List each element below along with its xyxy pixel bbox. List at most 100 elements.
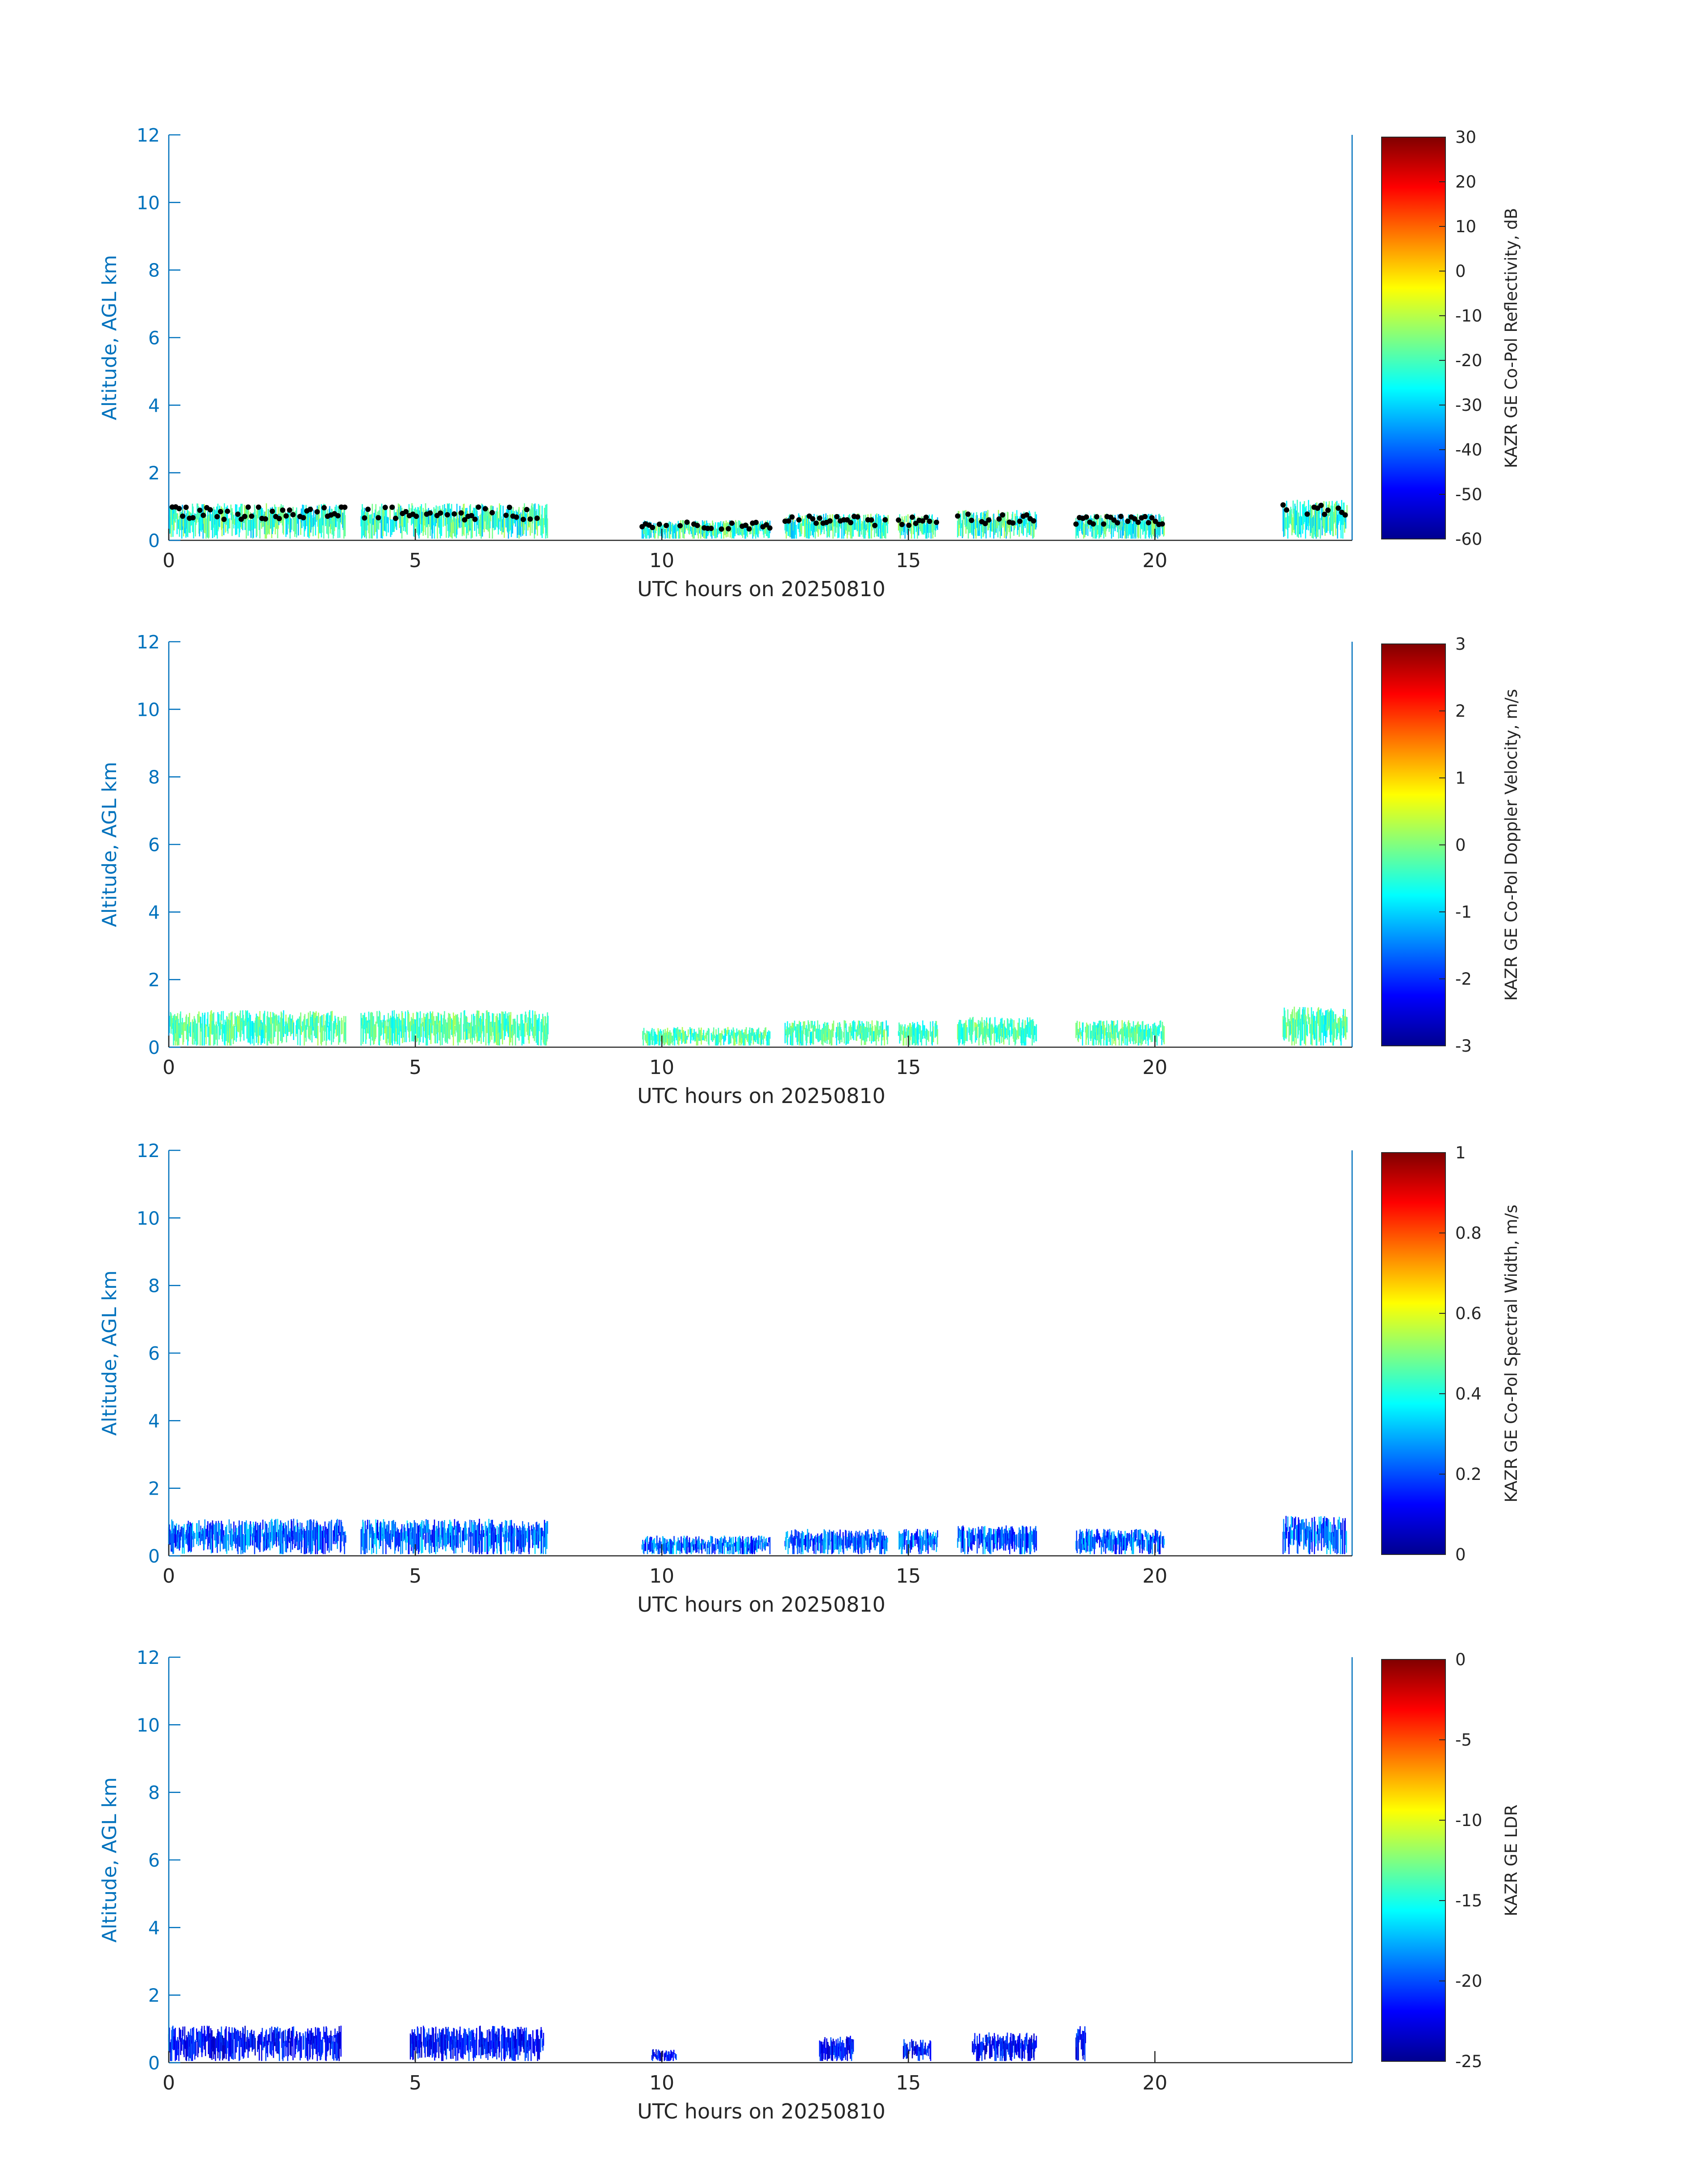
- cloud-base-marker: [969, 518, 974, 523]
- y-tick-label: 2: [148, 969, 160, 991]
- cloud-base-marker: [753, 519, 759, 525]
- cloud-base-marker: [376, 515, 381, 521]
- cloud-base-marker: [1159, 521, 1165, 527]
- colorbar: [1381, 1152, 1446, 1555]
- y-tick-label: 12: [137, 1140, 160, 1162]
- cloud-base-marker: [1318, 502, 1324, 508]
- y-tick-label: 4: [148, 902, 160, 923]
- colorbar-tick-label: 0: [1455, 1650, 1466, 1669]
- cloud-base-marker: [245, 504, 251, 510]
- cloud-base-marker: [307, 506, 313, 512]
- y-tick-label: 0: [148, 530, 160, 552]
- cloud-base-marker: [524, 507, 530, 513]
- colorbar-tick-label: -5: [1455, 1730, 1472, 1750]
- x-tick-label: 15: [896, 2072, 921, 2094]
- cloud-base-marker: [180, 513, 185, 519]
- cloud-base-marker: [1024, 512, 1030, 518]
- cloud-base-marker: [403, 509, 409, 514]
- colorbar-tick-label: 0: [1455, 836, 1466, 855]
- x-axis-label: UTC hours on 20250810: [637, 1084, 885, 1108]
- cloud-base-marker: [335, 513, 341, 518]
- cloud-base-marker: [503, 512, 509, 518]
- cloud-base-marker: [955, 513, 960, 519]
- cloud-base-marker: [810, 516, 816, 522]
- x-tick-label: 10: [649, 549, 674, 572]
- cloud-base-marker: [827, 518, 833, 524]
- cloud-base-marker: [506, 505, 512, 510]
- radar-echo-layer: [168, 2026, 1086, 2061]
- cloud-base-marker: [708, 526, 714, 531]
- panel-1: 0 2 4 6 8 10 12 0 5 10 15 20 UTC hours on 20250810 Al…: [98, 125, 1521, 601]
- colorbar-tick-label: -30: [1455, 396, 1482, 415]
- y-tick-label: 0: [148, 1037, 160, 1058]
- cloud-base-marker: [438, 510, 443, 516]
- colorbar-tick-label: -40: [1455, 440, 1482, 460]
- cloud-base-marker: [263, 516, 268, 522]
- cloud-base-marker: [321, 505, 327, 511]
- cloud-base-marker: [527, 516, 533, 522]
- y-axis-label: Altitude, AGL km: [98, 1777, 121, 1943]
- radar-echo-layer: [168, 500, 1348, 539]
- x-tick-label: 15: [896, 1056, 921, 1079]
- x-tick-label: 5: [409, 1565, 422, 1588]
- cloud-base-marker: [910, 514, 915, 520]
- colorbar-tick-label: -3: [1455, 1036, 1472, 1056]
- cloud-base-marker: [746, 526, 752, 532]
- y-tick-label: 8: [148, 767, 160, 788]
- cloud-base-marker: [444, 512, 450, 518]
- colorbar-tick-label: 0.2: [1455, 1465, 1482, 1484]
- cloud-base-marker: [197, 507, 203, 513]
- cloud-base-marker: [1149, 515, 1155, 521]
- y-tick-label: 0: [148, 2052, 160, 2074]
- colorbar-tick-label: 1: [1455, 769, 1466, 788]
- cloud-base-marker: [767, 525, 773, 531]
- cloud-base-marker: [1304, 511, 1310, 517]
- colorbar-tick-label: 0: [1455, 1545, 1466, 1564]
- cloud-base-marker: [1153, 518, 1158, 524]
- x-tick-label: 10: [649, 1565, 674, 1588]
- colorbar-tick-label: -1: [1455, 903, 1472, 922]
- cloud-base-marker: [872, 522, 878, 528]
- colorbar: [1381, 137, 1446, 539]
- cloud-base-marker: [468, 513, 474, 518]
- cloud-base-marker: [221, 516, 227, 522]
- x-tick-label: 0: [163, 549, 175, 572]
- y-tick-label: 4: [148, 1917, 160, 1939]
- cloud-base-marker: [664, 522, 669, 528]
- x-tick-label: 10: [649, 1056, 674, 1079]
- cloud-base-marker: [207, 507, 213, 513]
- cloud-base-marker: [848, 520, 854, 526]
- y-tick-label: 2: [148, 1985, 160, 2006]
- cloud-base-marker: [1322, 511, 1328, 517]
- cloud-base-marker: [183, 505, 189, 510]
- colorbar-label: KAZR GE Co-Pol Spectral Width, m/s: [1502, 1204, 1521, 1502]
- cloud-base-marker: [427, 510, 433, 516]
- y-tick-label: 12: [137, 1647, 160, 1668]
- cloud-base-marker: [382, 505, 388, 510]
- cloud-base-markers: [169, 502, 1348, 532]
- cloud-base-marker: [520, 517, 526, 522]
- cloud-base-marker: [249, 513, 255, 519]
- cloud-base-marker: [785, 518, 791, 524]
- cloud-base-marker: [726, 526, 731, 532]
- cloud-base-marker: [190, 515, 196, 521]
- x-tick-label: 0: [163, 2072, 175, 2094]
- cloud-base-marker: [458, 510, 464, 516]
- colorbar-tick-label: 30: [1455, 128, 1476, 147]
- cloud-base-marker: [269, 508, 275, 514]
- cloud-base-marker: [1336, 505, 1341, 511]
- y-tick-label: 10: [137, 699, 160, 720]
- y-tick-label: 4: [148, 1410, 160, 1432]
- cloud-base-marker: [287, 507, 292, 513]
- y-tick-label: 0: [148, 1546, 160, 1567]
- colorbar-tick-label: -2: [1455, 969, 1472, 989]
- y-tick-label: 12: [137, 631, 160, 653]
- cloud-base-marker: [290, 512, 296, 518]
- cloud-base-marker: [393, 515, 398, 521]
- colorbar-tick-label: -10: [1455, 306, 1482, 326]
- cloud-base-marker: [1073, 521, 1079, 527]
- cloud-base-marker: [923, 514, 929, 520]
- x-tick-label: 20: [1142, 549, 1167, 572]
